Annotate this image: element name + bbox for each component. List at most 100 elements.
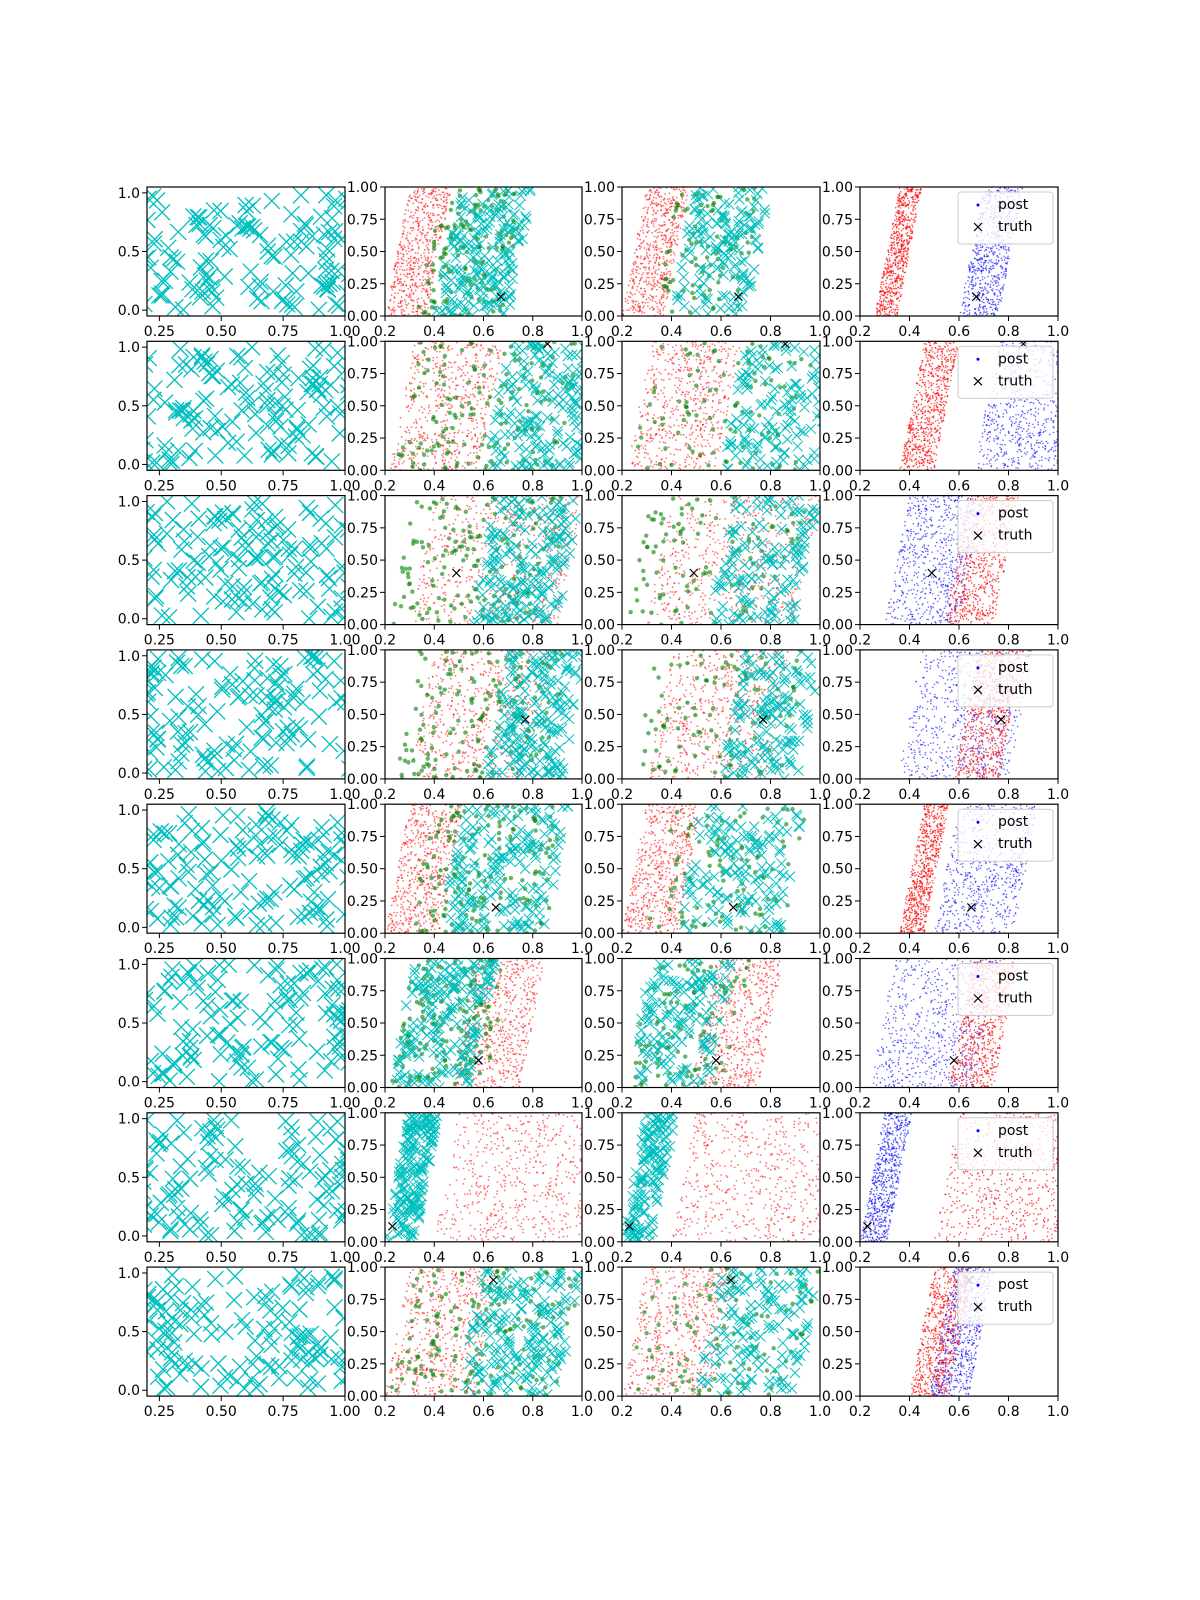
prior-point [655,219,657,222]
prior-point [663,461,666,463]
prior-post-point [882,270,885,273]
prior-point [453,362,456,364]
accepted-point [529,361,534,366]
prior-post-point [886,303,889,306]
accepted-point [529,378,535,383]
prior-point [718,349,721,351]
prior-point [416,220,419,223]
sample-marker [191,288,209,306]
prior-point [646,223,649,226]
prior-point [699,394,702,397]
prior-point [434,456,437,459]
prior-point [412,293,415,295]
prior-point [459,422,462,425]
prior-point [409,255,412,258]
prior-post-point [879,311,882,314]
prior-point [664,430,667,433]
accepted-point [407,439,413,445]
prior-point [694,341,697,344]
prior-post-point [886,257,888,259]
prior-point [395,272,398,275]
prior-point [676,386,679,389]
prior-point [479,372,481,375]
prior-point [665,268,668,270]
prior-point [656,288,658,291]
prior-point [690,398,693,401]
prior-point [684,458,687,461]
prior-point [463,397,465,400]
sample-marker [241,220,259,237]
prior-point [435,462,438,465]
prior-point [705,386,708,389]
prior-point [656,253,659,256]
prior-point [436,204,439,206]
prior-post-point [888,265,891,268]
prior-point [657,191,660,194]
prior-point [651,345,654,348]
prior-point [411,229,414,232]
prior-point [437,189,440,192]
prior-point [475,356,478,359]
accepted-point [441,374,446,379]
prior-post-point [876,312,878,314]
prior-point [631,269,633,272]
prior-post-point [894,313,896,315]
prior-point [723,347,726,350]
accepted-point [423,309,428,314]
prior-point [442,369,445,372]
prior-post-point [894,287,897,290]
prior-point [646,372,649,375]
prior-point [662,301,665,304]
sample-marker [219,434,237,452]
x-tick-label: 0.4 [423,478,445,494]
prior-point [482,439,484,442]
prior-post-point [886,290,889,293]
prior-point [404,447,407,450]
prior-point [661,225,664,227]
prior-point [466,435,469,438]
prior-point [631,270,634,273]
sample-marker [147,230,164,248]
prior-point [644,215,647,218]
post-point [1001,268,1004,270]
prior-point [425,238,427,241]
sample-marker [717,256,729,268]
accepted-point [486,245,492,251]
sample-marker [186,409,204,427]
prior-point [711,424,714,427]
prior-point [423,236,426,239]
prior-post-point [878,303,881,305]
prior-post-point [913,219,915,221]
prior-point [679,467,682,470]
prior-post-point [901,254,903,256]
post-point [974,307,976,310]
prior-point [406,273,409,276]
prior-point [446,404,449,406]
prior-point [437,434,440,437]
accepted-point [664,250,670,255]
sample-marker [759,204,771,215]
prior-point [417,229,420,232]
prior-point [437,393,440,396]
post-point [968,293,970,295]
prior-point [439,350,441,353]
prior-point [404,213,406,216]
prior-point [658,424,660,427]
prior-point [443,462,446,465]
prior-point [401,258,403,261]
y-tick-label: 0.00 [822,309,853,325]
prior-point [655,191,657,194]
prior-post-point [899,252,902,254]
prior-post-point [900,245,903,247]
prior-point [477,373,480,376]
prior-point [427,295,430,298]
prior-point [641,301,644,304]
prior-point [443,193,446,196]
prior-point [470,461,473,463]
prior-point [417,257,420,260]
sample-marker [533,344,545,356]
prior-point [637,306,640,309]
sample-marker [728,235,740,247]
prior-point [727,384,730,387]
prior-point [669,399,671,402]
